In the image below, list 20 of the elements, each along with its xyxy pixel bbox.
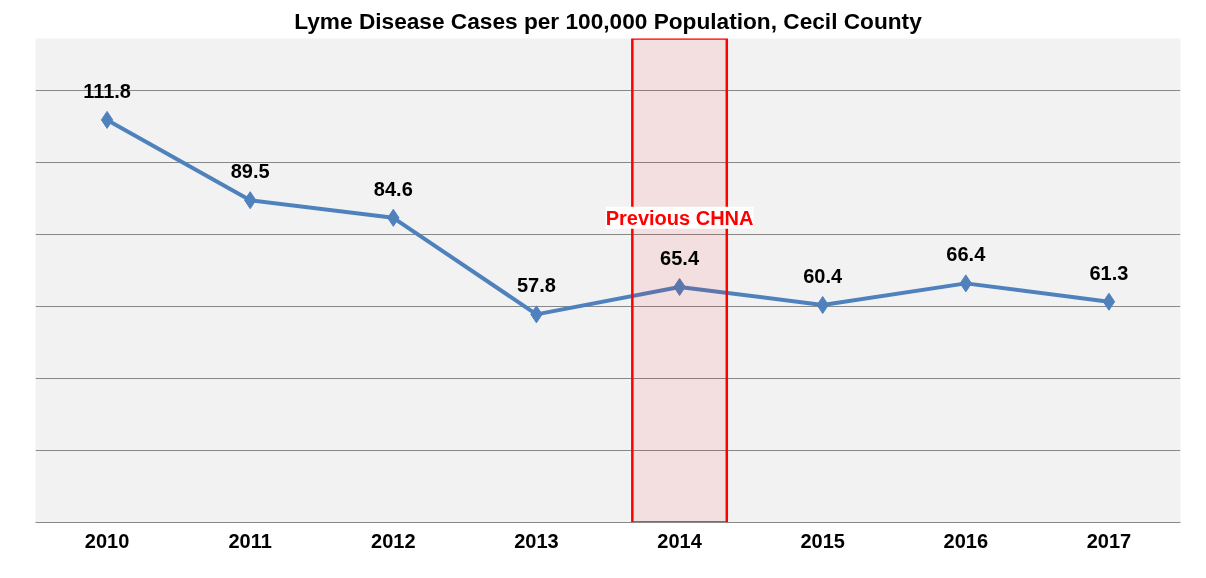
x-tick-label: 2016 <box>943 529 989 552</box>
data-label: 84.6 <box>373 177 413 200</box>
data-label: 57.8 <box>516 274 556 297</box>
x-tick-label: 2017 <box>1086 529 1132 552</box>
point <box>100 110 114 129</box>
x-tick-label: 2012 <box>371 529 416 552</box>
data-label: 111.8 <box>83 79 131 102</box>
x-tick-label: 2013 <box>514 529 559 552</box>
data-label: 66.4 <box>946 243 987 266</box>
data-label: 65.4 <box>660 246 700 269</box>
x-tick-label: 2014 <box>657 529 703 552</box>
data-label: 60.4 <box>803 264 844 287</box>
point <box>1102 292 1116 311</box>
x-tick-label: 2010 <box>84 529 130 552</box>
band-label: Previous CHNA <box>605 206 754 229</box>
data-label: 89.5 <box>230 160 270 183</box>
data-label: 61.3 <box>1089 261 1129 284</box>
x-tick-label: 2011 <box>228 529 272 552</box>
x-tick-label: 2015 <box>800 529 845 552</box>
chart-title: Lyme Disease Cases per 100,000 Population, Cecil County <box>294 7 923 34</box>
